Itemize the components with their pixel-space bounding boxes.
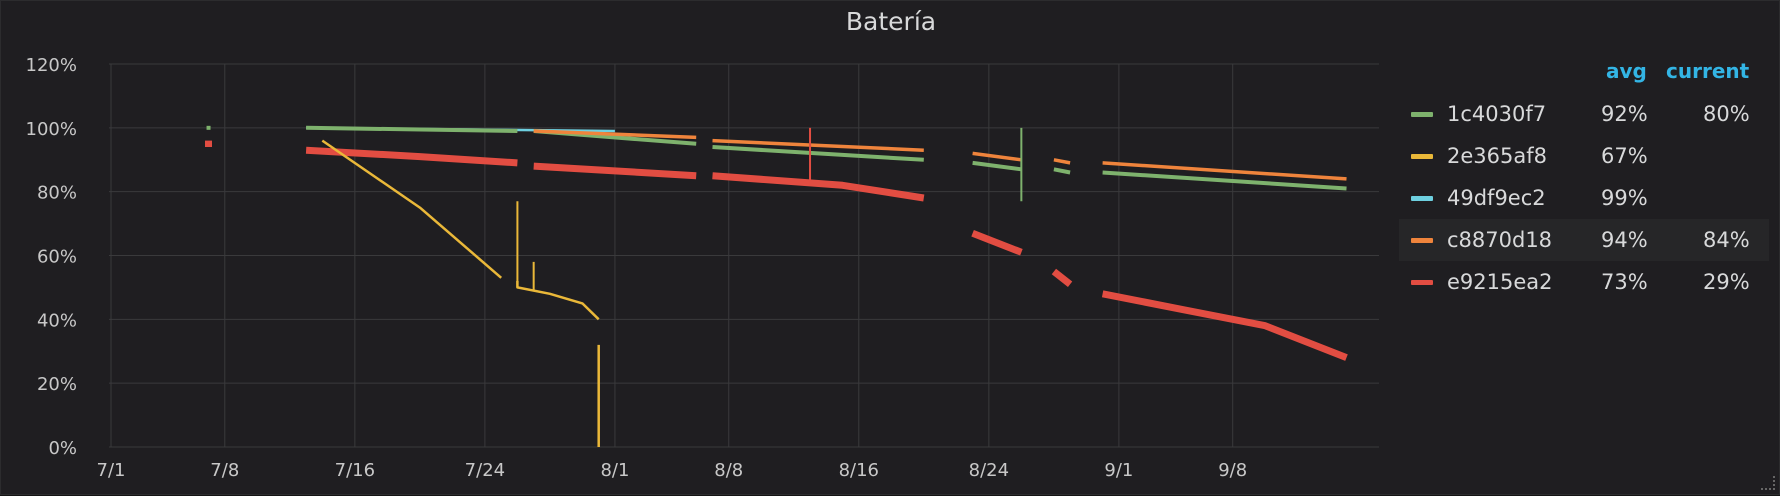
legend-item-e9215ea2[interactable]: e9215ea2 73% 29% bbox=[1399, 261, 1769, 303]
series-point-1c4030f7 bbox=[206, 125, 211, 130]
series-line-1c4030f7 bbox=[972, 160, 1022, 172]
x-tick-label: 8/16 bbox=[839, 460, 879, 481]
legend-item-1c4030f7[interactable]: 1c4030f7 92% 80% bbox=[1399, 93, 1769, 135]
legend-item-2e365af8[interactable]: 2e365af8 67% bbox=[1399, 135, 1769, 177]
series-line-1c4030f7 bbox=[306, 125, 518, 133]
battery-chart: 0% 20% 40% 60% 80% 100% 120% 7/1 7/8 7/16 7/24 8/1 8… bbox=[26, 55, 1379, 481]
x-tick-label: 8/1 bbox=[600, 460, 629, 481]
legend-header: avg current bbox=[1399, 59, 1769, 93]
series-line-e9215ea2 bbox=[971, 229, 1023, 256]
x-tick-label: 9/1 bbox=[1104, 460, 1133, 481]
series-line-2e365af8 bbox=[321, 139, 503, 279]
legend-swatch-icon[interactable] bbox=[1411, 238, 1433, 243]
legend-series-name[interactable]: 49df9ec2 bbox=[1447, 186, 1546, 210]
resize-handle-icon[interactable] bbox=[1761, 476, 1775, 490]
y-tick-label: 20% bbox=[37, 374, 77, 395]
legend-avg-header[interactable]: avg bbox=[1606, 59, 1647, 83]
series-line-c8870d18 bbox=[533, 129, 697, 140]
series-line-e9215ea2 bbox=[712, 172, 925, 202]
series-line-c8870d18 bbox=[1053, 158, 1071, 165]
series-line-1c4030f7 bbox=[712, 145, 924, 162]
y-tick-label: 60% bbox=[37, 247, 77, 268]
y-tick-label: 0% bbox=[48, 438, 77, 459]
legend-avg-value: 99% bbox=[1601, 186, 1648, 210]
x-tick-label: 9/8 bbox=[1218, 460, 1247, 481]
series-line-e9215ea2 bbox=[305, 146, 518, 167]
legend-current-header[interactable]: current bbox=[1666, 59, 1750, 83]
x-tick-label: 7/8 bbox=[210, 460, 239, 481]
y-tick-label: 80% bbox=[37, 183, 77, 204]
x-tick-label: 7/1 bbox=[97, 460, 126, 481]
legend-series-name[interactable]: 1c4030f7 bbox=[1447, 102, 1547, 126]
legend-series-name[interactable]: c8870d18 bbox=[1447, 228, 1553, 252]
series-line-c8870d18 bbox=[1102, 161, 1347, 181]
legend-avg-value: 73% bbox=[1601, 270, 1648, 294]
legend-avg-value: 94% bbox=[1601, 228, 1648, 252]
series-line-2e365af8 bbox=[516, 281, 600, 321]
series-line-e9215ea2 bbox=[533, 162, 697, 180]
y-tick-label: 120% bbox=[26, 55, 77, 76]
legend-swatch-icon[interactable] bbox=[1411, 154, 1433, 159]
legend-current-value: 80% bbox=[1703, 102, 1750, 126]
y-tick-label: 100% bbox=[26, 119, 77, 140]
x-tick-label: 7/24 bbox=[465, 460, 505, 481]
legend-item-49df9ec2[interactable]: 49df9ec2 99% bbox=[1399, 177, 1769, 219]
legend-item-c8870d18[interactable]: c8870d18 94% 84% bbox=[1399, 219, 1769, 261]
legend-avg-value: 67% bbox=[1601, 144, 1648, 168]
x-tick-label: 8/24 bbox=[969, 460, 1009, 481]
legend-swatch-icon[interactable] bbox=[1411, 196, 1433, 201]
legend-swatch-icon[interactable] bbox=[1411, 112, 1433, 117]
legend-series-name[interactable]: e9215ea2 bbox=[1447, 270, 1553, 294]
legend-avg-value: 92% bbox=[1601, 102, 1648, 126]
y-tick-label: 40% bbox=[37, 310, 77, 331]
series-line-e9215ea2 bbox=[1051, 268, 1073, 287]
legend-current-value: 84% bbox=[1703, 228, 1750, 252]
legend-rows: 1c4030f7 92% 80% 2e365af8 67% 49df9ec2 99% c887… bbox=[1399, 93, 1769, 303]
legend-current-value: 29% bbox=[1703, 270, 1750, 294]
legend-series-name[interactable]: 2e365af8 bbox=[1447, 144, 1547, 168]
legend: avg current 1c4030f7 92% 80% 2e365af8 67% 49d… bbox=[1399, 59, 1769, 303]
x-tick-label: 7/16 bbox=[335, 460, 375, 481]
panel-title[interactable]: Batería bbox=[845, 7, 937, 36]
series-line-c8870d18 bbox=[972, 151, 1022, 162]
x-tick-label: 8/8 bbox=[714, 460, 743, 481]
series-line-c8870d18 bbox=[712, 138, 924, 152]
series-line-1c4030f7 bbox=[1053, 167, 1071, 175]
legend-swatch-icon[interactable] bbox=[1411, 280, 1433, 285]
series-line-e9215ea2 bbox=[1101, 290, 1348, 361]
series-line-1c4030f7 bbox=[1102, 170, 1347, 191]
